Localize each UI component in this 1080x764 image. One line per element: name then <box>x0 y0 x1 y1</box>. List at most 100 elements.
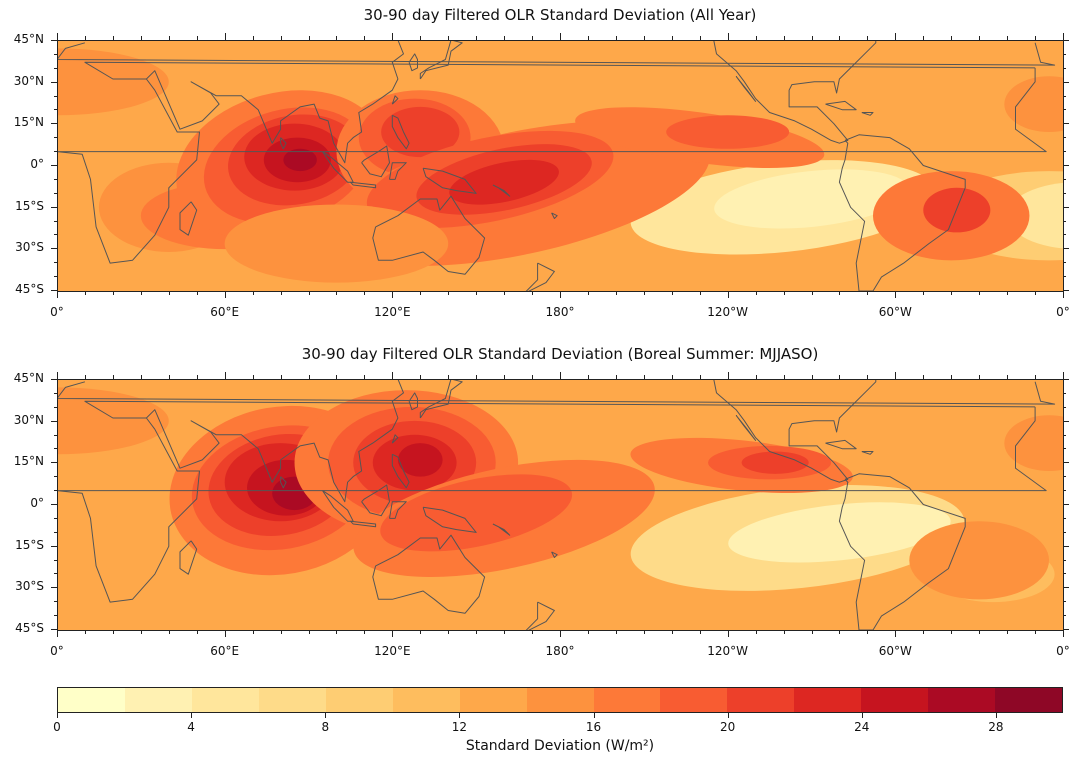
lat-minor-tick <box>54 53 57 55</box>
lon-minor-tick <box>336 36 338 40</box>
lon-minor-tick <box>140 36 142 40</box>
lon-minor-tick <box>1035 291 1037 295</box>
lon-label: 60°E <box>210 644 240 658</box>
coastline <box>57 61 1047 264</box>
lat-label: 15°S <box>15 198 44 213</box>
coastline <box>350 520 377 528</box>
lat-minor-tick <box>1063 178 1066 180</box>
lon-minor-tick <box>923 291 925 295</box>
lon-minor-tick <box>1035 630 1037 634</box>
olr-high-region <box>1004 76 1063 133</box>
lon-minor-tick <box>196 291 198 295</box>
lon-tick <box>895 630 897 637</box>
lon-minor-tick <box>951 630 953 634</box>
lon-minor-tick <box>839 375 841 379</box>
lon-tick <box>1063 291 1064 298</box>
colorbar-segment <box>58 688 125 712</box>
olr-high-region <box>283 148 317 172</box>
lon-tick <box>560 33 561 40</box>
colorbar-tick <box>995 713 997 718</box>
lat-minor-tick <box>1063 109 1066 111</box>
lon-label: 180° <box>545 305 575 319</box>
lat-tick <box>51 462 57 464</box>
lat-minor-tick <box>54 517 57 519</box>
lon-minor-tick <box>979 291 981 295</box>
lon-minor-tick <box>476 291 478 295</box>
lat-minor-tick <box>54 615 57 617</box>
coastline <box>419 379 463 419</box>
lon-minor-tick <box>755 36 757 40</box>
lat-label: 30°S <box>15 579 44 594</box>
lon-tick <box>1063 630 1064 637</box>
colorbar-segment <box>258 688 326 712</box>
lat-tick <box>1063 206 1069 208</box>
lon-minor-tick <box>615 291 617 295</box>
colorbar-segment <box>928 688 996 712</box>
coastline <box>389 501 407 519</box>
colorbar-segment <box>392 688 460 712</box>
coastline <box>422 167 477 194</box>
lon-minor-tick <box>476 630 478 634</box>
lon-minor-tick <box>643 375 645 379</box>
coastline <box>838 134 966 291</box>
colorbar-segment <box>459 688 527 712</box>
lon-minor-tick <box>252 36 254 40</box>
lat-minor-tick <box>1063 517 1066 519</box>
lat-tick <box>51 81 57 83</box>
lon-tick <box>727 372 729 379</box>
lat-minor-tick <box>1063 406 1066 408</box>
panel-2-title: 30-90 day Filtered OLR Standard Deviatio… <box>301 345 819 363</box>
lat-minor-tick <box>1063 67 1066 69</box>
colorbar-tick-label: 0 <box>53 720 61 734</box>
lon-minor-tick <box>643 630 645 634</box>
colorbar-tick <box>861 713 863 718</box>
olr-high-region <box>741 451 809 474</box>
lon-tick <box>727 33 729 40</box>
coastline <box>419 40 463 80</box>
lon-label: 0° <box>1056 305 1070 319</box>
lon-minor-tick <box>364 630 366 634</box>
olr-high-region <box>380 474 573 552</box>
lon-minor-tick <box>532 375 534 379</box>
lon-minor-tick <box>811 375 813 379</box>
lat-minor-tick <box>54 276 57 278</box>
lat-label: 45°N <box>13 371 44 385</box>
lat-minor-tick <box>1063 392 1066 394</box>
coastline <box>408 53 418 72</box>
lat-minor-tick <box>1063 490 1066 492</box>
lon-minor-tick <box>420 375 422 379</box>
lon-minor-tick <box>671 291 673 295</box>
lon-minor-tick <box>476 375 478 379</box>
colorbar-tick <box>57 713 58 718</box>
lon-minor-tick <box>923 375 925 379</box>
lon-tick <box>57 630 58 637</box>
lon-minor-tick <box>280 375 282 379</box>
lat-minor-tick <box>54 262 57 264</box>
colorbar-segment <box>325 688 393 712</box>
lat-minor-tick <box>1063 234 1066 236</box>
lat-minor-tick <box>54 109 57 111</box>
lon-label: 60°W <box>878 305 912 319</box>
lat-minor-tick <box>1063 476 1066 478</box>
lon-minor-tick <box>783 630 785 634</box>
lat-minor-tick <box>54 601 57 603</box>
coastline <box>146 379 404 503</box>
olr-high-region <box>57 48 169 116</box>
lon-minor-tick <box>504 36 506 40</box>
lon-minor-tick <box>196 630 198 634</box>
colorbar-tick-label: 16 <box>585 720 602 734</box>
lon-tick <box>224 630 226 637</box>
coastline <box>492 184 511 197</box>
lon-minor-tick <box>643 291 645 295</box>
lon-tick <box>560 630 561 637</box>
lon-tick <box>224 33 226 40</box>
coastline <box>422 506 477 533</box>
coastline <box>391 95 399 105</box>
lat-minor-tick <box>1063 220 1066 222</box>
coastline <box>146 40 404 164</box>
lat-minor-tick <box>54 137 57 139</box>
lon-label: 0° <box>1056 644 1070 658</box>
lon-minor-tick <box>587 630 589 634</box>
lon-minor-tick <box>532 630 534 634</box>
coastline <box>389 162 407 180</box>
